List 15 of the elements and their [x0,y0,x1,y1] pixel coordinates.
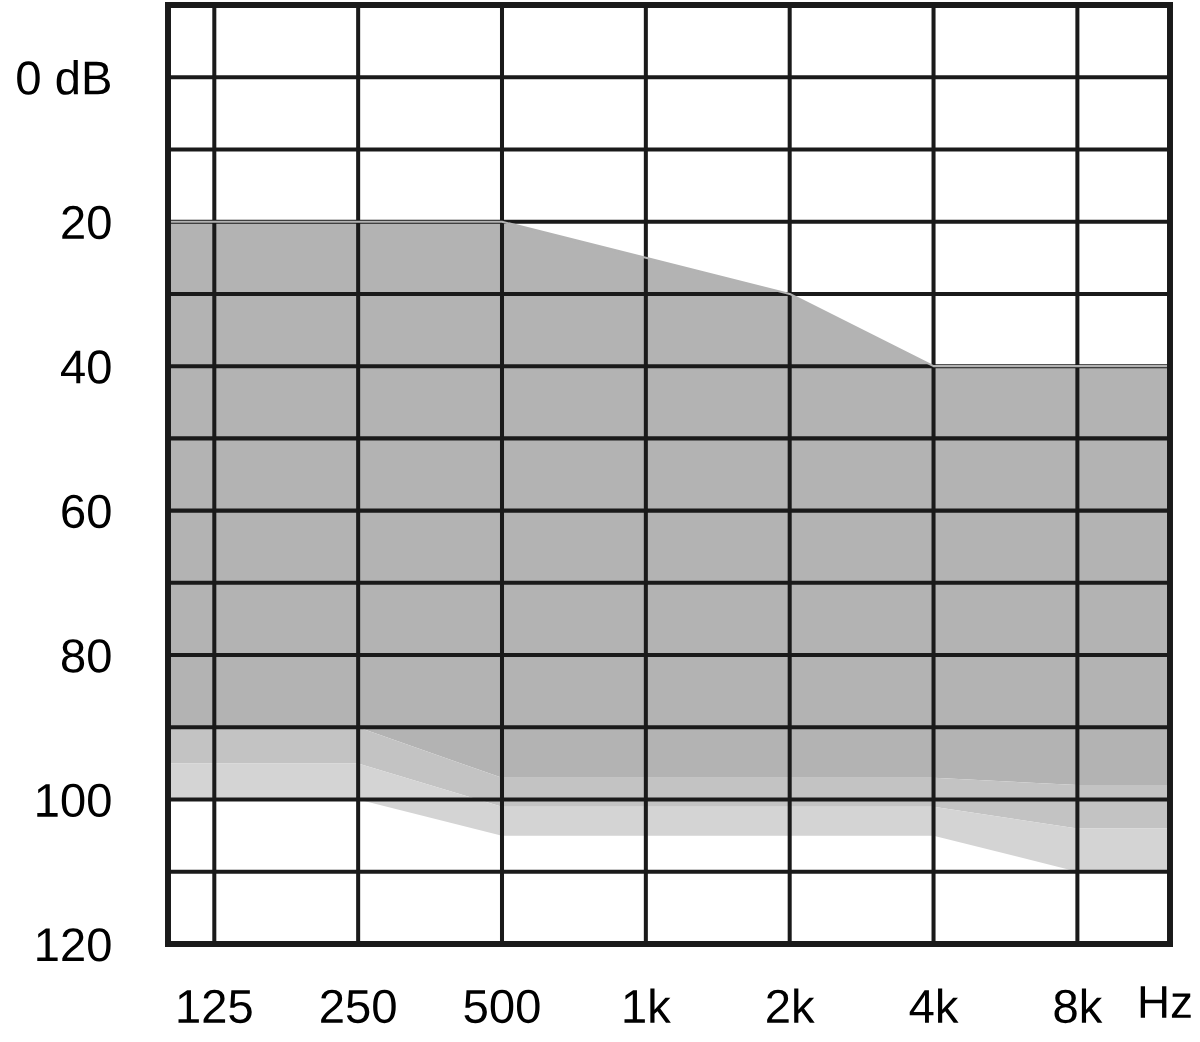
x-tick-label: 4k [909,988,959,1023]
y-tick-label: 120 [37,928,111,962]
y-tick-label: 60 [62,494,111,529]
x-axis-title: Hz [1140,986,1191,1018]
y-tick-label: 40 [61,350,111,384]
x-tick-label: 250 [321,989,396,1024]
x-tick-label: 500 [464,989,540,1024]
x-tick-label: 2k [767,988,815,1023]
x-tick-label: 8k [1054,988,1103,1024]
y-tick-label: 100 [37,783,111,818]
x-tick-label: 1k [624,988,671,1023]
y-tick-label: 80 [61,639,111,673]
y-tick-label: 0 dB [17,60,110,95]
y-tick-label: 20 [62,205,111,240]
x-tick-label: 125 [178,989,252,1024]
